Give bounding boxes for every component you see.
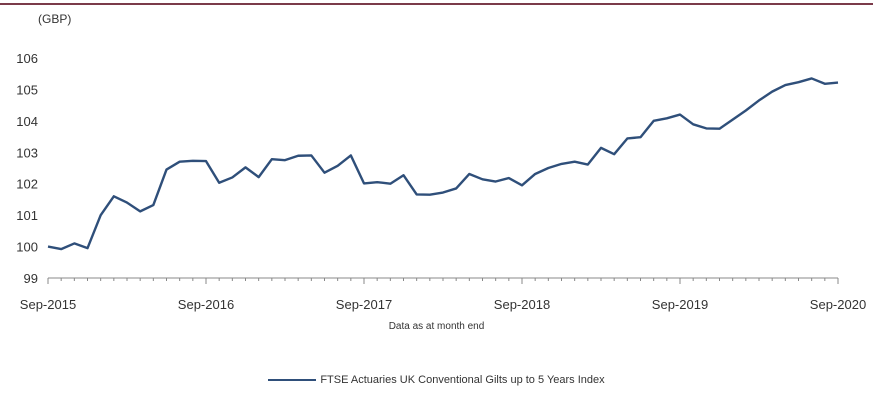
x-tick-label: Sep-2019 xyxy=(652,297,708,312)
y-tick-label: 105 xyxy=(16,82,38,97)
x-tick-label: Sep-2015 xyxy=(20,297,76,312)
x-axis-title: Data as at month end xyxy=(388,321,485,332)
unit-label: (GBP) xyxy=(38,12,72,26)
x-axis: Sep-2015 Sep-2016 Sep-2017 Sep-2018 Sep-2019… xyxy=(20,277,866,312)
x-tick-label: Sep-2016 xyxy=(178,297,234,312)
x-tick-label: Sep-2020 xyxy=(810,297,866,312)
series-line xyxy=(47,77,839,251)
y-tick-label: 99 xyxy=(24,271,38,286)
line-chart: 99 100 101 102 103 104 105 106 Sep-2015 Sep-2016… xyxy=(16,51,866,312)
y-tick-label: 104 xyxy=(16,114,38,129)
series-layer xyxy=(47,77,839,251)
x-tick-label: Sep-2017 xyxy=(336,297,392,312)
legend-swatch xyxy=(268,379,317,381)
y-tick-label: 106 xyxy=(16,51,38,66)
x-tick-label: Sep-2018 xyxy=(494,297,550,312)
y-tick-label: 101 xyxy=(16,208,38,223)
legend: FTSE Actuaries UK Conventional Gilts up … xyxy=(0,374,873,386)
y-tick-label: 100 xyxy=(16,240,38,255)
y-tick-label: 102 xyxy=(16,177,38,192)
top-rule xyxy=(0,3,873,5)
legend-label: FTSE Actuaries UK Conventional Gilts up … xyxy=(320,374,605,386)
y-tick-label: 103 xyxy=(16,145,38,160)
y-axis: 99 100 101 102 103 104 105 106 xyxy=(16,51,38,286)
